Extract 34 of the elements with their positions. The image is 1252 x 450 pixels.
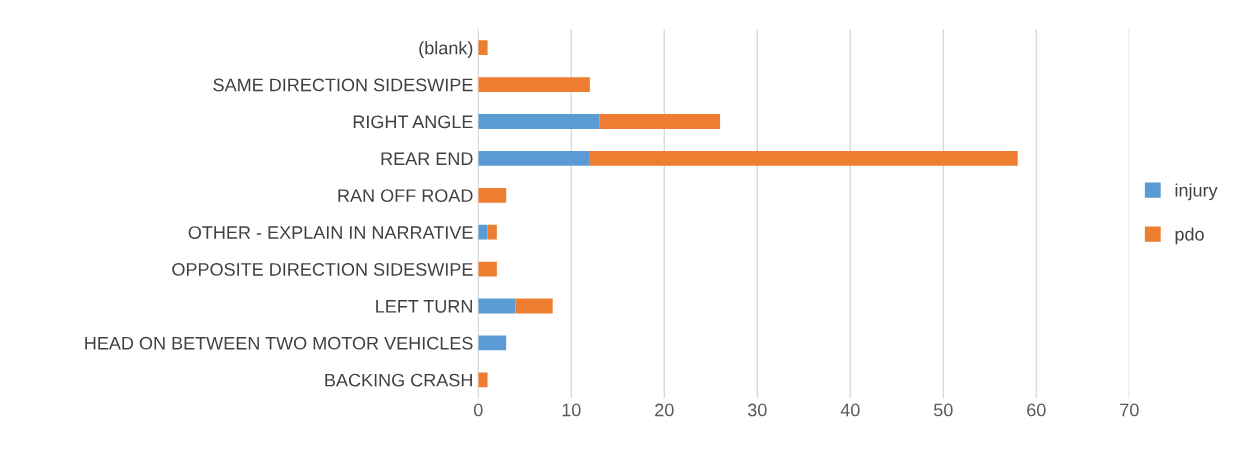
bar bbox=[589, 151, 1018, 166]
y-tick-label: (blank) bbox=[419, 41, 473, 58]
x-tick-label: 0 bbox=[473, 403, 483, 417]
y-tick-label: SAME DIRECTION SIDESWIPE bbox=[213, 78, 473, 92]
y-tick-label: HEAD ON BETWEEN TWO MOTOR VEHICLES bbox=[85, 336, 473, 350]
bar bbox=[487, 224, 497, 240]
y-tick-label: OTHER - EXPLAIN IN NARRATIVE bbox=[188, 226, 473, 239]
bar bbox=[599, 114, 721, 129]
x-tick-label: 30 bbox=[747, 403, 767, 417]
legend-label: pdo bbox=[1175, 227, 1204, 245]
bar bbox=[478, 261, 497, 277]
y-tick-label: BACKING CRASH bbox=[325, 373, 472, 387]
y-tick-label: RIGHT ANGLE bbox=[353, 115, 473, 129]
x-tick-label: 60 bbox=[1027, 403, 1046, 417]
y-tick-label: OPPOSITE DIRECTION SIDESWIPE bbox=[172, 263, 473, 276]
x-tick-label: 70 bbox=[1120, 403, 1139, 417]
x-tick-label: 10 bbox=[562, 403, 581, 417]
bar bbox=[478, 224, 488, 240]
bar bbox=[478, 187, 507, 203]
x-tick-label: 20 bbox=[655, 403, 674, 417]
bar bbox=[478, 114, 600, 129]
bar bbox=[515, 298, 553, 314]
x-tick-label: 40 bbox=[840, 403, 860, 417]
y-tick-label: RAN OFF ROAD bbox=[338, 189, 473, 203]
bar bbox=[478, 151, 590, 166]
bar bbox=[478, 298, 516, 314]
legend-label: injury bbox=[1175, 183, 1218, 201]
bar bbox=[478, 40, 488, 56]
bar bbox=[478, 77, 590, 92]
x-tick-label: 50 bbox=[933, 403, 953, 417]
bar bbox=[478, 335, 507, 351]
y-tick-label: REAR END bbox=[381, 152, 473, 165]
y-tick-label: LEFT TURN bbox=[376, 300, 472, 313]
bar bbox=[478, 372, 488, 388]
